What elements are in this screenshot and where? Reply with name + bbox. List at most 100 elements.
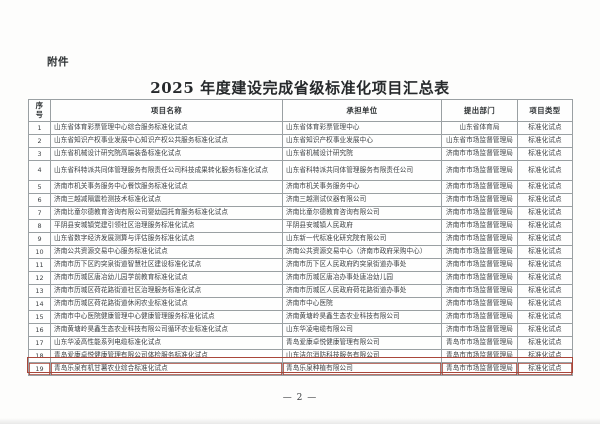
cell-index: 15 (28, 309, 51, 324)
cell-project-type: 标准化试点 (517, 257, 573, 272)
cell-project-name: 济南市历城区唐冶幼儿园学前教育标准化试点 (50, 270, 283, 285)
cell-project-type: 标准化试点 (517, 120, 573, 135)
cell-proposing-department: 济南市市场监督管理局 (441, 322, 518, 337)
cell-project-name: 济南市历城区荷花路街道休闲农业标准化试点 (50, 296, 283, 311)
attachment-label: 附件 (47, 56, 69, 68)
cell-project-type: 标准化试点 (517, 322, 573, 337)
cell-proposing-department: 济南市市场监督管理局 (441, 192, 518, 207)
cell-proposing-department: 山东省体育局 (441, 120, 518, 135)
table-row: 16 济南黄塘岭昊鑫生态农业科技有限公司循环农业标准化试点 山东华凌电缆有限公司 济南… (28, 322, 573, 337)
cell-project-type: 标准化试点 (517, 133, 573, 148)
table-row: 18 青岛爱康卓悦健康管理有限公司体检服务标准化试点 山东洁尔消防科技服务有限公司青… (28, 348, 573, 363)
cell-proposing-department: 济南市市场监督管理局 (441, 218, 518, 233)
cell-project-type: 标准化试点 (517, 270, 573, 285)
cell-index: 9 (28, 231, 51, 246)
cell-proposing-department: 青岛市市场监督管理局 (441, 348, 518, 363)
cell-undertaking-unit: 济南市历下区人民政府趵突泉街道办事处 (282, 257, 442, 272)
cell-project-name: 平阴县安城镇党建引领社区治理服务标准化试点 (50, 218, 283, 233)
cell-index: 14 (28, 296, 51, 311)
cell-project-name: 济南三越减隔震检测技术标准化试点 (50, 192, 283, 207)
cell-proposing-department: 济南市市场监督管理局 (441, 257, 518, 272)
cell-proposing-department: 济南市市场监督管理局 (441, 283, 518, 298)
cell-project-name: 山东省科特派共同体管理服务有限责任公司科技成果转化服务标准化试点 (50, 159, 283, 181)
cell-project-type: 标准化试点 (517, 283, 573, 298)
cell-project-name: 济南黄塘岭昊鑫生态农业科技有限公司循环农业标准化试点 (50, 322, 283, 337)
cell-proposing-department: 济南市市场监督管理局 (441, 270, 518, 285)
cell-project-name: 山东省机械设计研究院高端装备标准化试点 (50, 146, 283, 161)
cell-project-type: 标准化试点 (517, 179, 573, 194)
table-row: 3 山东省机械设计研究院高端装备标准化试点 山东省机械设计研究院 济南市市场监督管理局… (28, 146, 573, 161)
cell-proposing-department: 济南市市场监督管理局 (441, 296, 518, 311)
cell-undertaking-unit: 山东省科特派共同体管理服务有限责任公司 (282, 159, 442, 181)
table-row: 1 山东省体育彩票管理中心综合服务标准化试点 山东省体育彩票管理中心 山东省体育局 标准… (28, 120, 573, 135)
cell-index: 5 (28, 179, 51, 194)
table-row: 17 山东华凌高性能系列电缆标准化试点 青岛爱康卓悦健康管理有限公司 青岛市市场监督管… (28, 335, 573, 350)
cell-undertaking-unit: 山东省机械设计研究院 (282, 146, 442, 161)
table-row: 12 济南市历城区唐冶幼儿园学前教育标准化试点 济南市历城区唐冶办事处唐冶幼儿园 济南… (28, 270, 573, 285)
cell-undertaking-unit: 山东省知识产权事业发展中心 (282, 133, 442, 148)
table-row: 6 济南三越减隔震检测技术标准化试点 济南三越测试仪器有限公司 济南市市场监督管理局标… (28, 192, 573, 207)
cell-project-name: 青岛爱康卓悦健康管理有限公司体检服务标准化试点 (50, 348, 283, 363)
cell-index: 2 (28, 133, 51, 148)
table-row: 8 平阴县安城镇党建引领社区治理服务标准化试点 平阴县安城镇人民政府 济南市市场监督管… (28, 218, 573, 233)
table-row: 14 济南市历城区荷花路街道休闲农业标准化试点 济南市中心医院 济南市市场监督管理局标… (28, 296, 573, 311)
cell-project-name: 山东省数字经济发展测算与评估服务标准化试点 (50, 231, 283, 246)
column-header-index: 序号 (28, 99, 51, 122)
cell-proposing-department: 济南市市场监督管理局 (441, 231, 518, 246)
cell-project-type: 标准化试点 (517, 231, 573, 246)
cell-proposing-department: 济南市市场监督管理局 (441, 159, 518, 181)
cell-project-name: 济南公共资源交易中心服务标准化试点 (50, 244, 283, 259)
cell-index: 7 (28, 205, 51, 220)
cell-undertaking-unit: 济南市历城区唐冶办事处唐冶幼儿园 (282, 270, 442, 285)
cell-project-name: 济南市机关事务服务中心餐饮服务标准化试点 (50, 179, 283, 194)
page-number: — 2 — (282, 393, 318, 403)
table-row: 19 青岛乐泉有机甘薯农业综合标准化试点 青岛乐泉种植有限公司 青岛市市场监督管理局标… (28, 361, 573, 376)
column-header-name: 项目名称 (50, 99, 283, 122)
cell-project-type: 标准化试点 (517, 205, 573, 220)
cell-undertaking-unit: 平阴县安城镇人民政府 (282, 218, 442, 233)
cell-project-name: 济南市历城区荷花路街道社区治理服务标准化试点 (50, 283, 283, 298)
cell-proposing-department: 山东省市场监督管理局 (441, 133, 518, 148)
cell-project-type: 标准化试点 (517, 335, 573, 350)
table-row: 15 济南市中心医院健康管理中心健康管理服务标准化试点 济南黄塘岭昊鑫生态农业科技有… (28, 309, 573, 324)
cell-undertaking-unit: 济南市中心医院 (282, 296, 442, 311)
cell-proposing-department: 济南市市场监督管理局 (441, 205, 518, 220)
cell-undertaking-unit: 济南市机关事务服务中心 (282, 179, 442, 194)
cell-proposing-department: 济南市市场监督管理局 (441, 309, 518, 324)
cell-index: 10 (28, 244, 51, 259)
table-row: 9 山东省数字经济发展测算与评估服务标准化试点 山东新一代标准化研究院有限公司 济南市… (28, 231, 573, 246)
cell-project-type: 标准化试点 (517, 348, 573, 363)
cell-project-type: 标准化试点 (517, 309, 573, 324)
cell-project-name: 济南市历下区趵突泉街道智慧社区建设标准化试点 (50, 257, 283, 272)
cell-project-name: 济南市中心医院健康管理中心健康管理服务标准化试点 (50, 309, 283, 324)
cell-project-name: 济南比童尔德教育咨询有限公司婴幼园托育服务标准化试点 (50, 205, 283, 220)
table-row: 11 济南市历下区趵突泉街道智慧社区建设标准化试点 济南市历下区人民政府趵突泉街道办… (28, 257, 573, 272)
cell-undertaking-unit: 青岛乐泉种植有限公司 (282, 361, 442, 376)
cell-index: 1 (28, 120, 51, 135)
cell-index: 11 (28, 257, 51, 272)
cell-index: 18 (28, 348, 51, 363)
column-header-org: 承担单位 (282, 99, 442, 122)
cell-index: 8 (28, 218, 51, 233)
cell-project-type: 标准化试点 (517, 159, 573, 181)
cell-undertaking-unit: 青岛爱康卓悦健康管理有限公司 (282, 335, 442, 350)
cell-project-name: 山东省体育彩票管理中心综合服务标准化试点 (50, 120, 283, 135)
cell-index: 6 (28, 192, 51, 207)
page-edge-shadow (0, 418, 600, 424)
column-header-dept: 提出部门 (441, 99, 518, 122)
cell-undertaking-unit: 济南市历城区人民政府荷花路街道办事处 (282, 283, 442, 298)
cell-project-name: 山东华凌高性能系列电缆标准化试点 (50, 335, 283, 350)
cell-proposing-department: 济南市市场监督管理局 (441, 179, 518, 194)
cell-undertaking-unit: 济南比童尔德教育咨询有限公司 (282, 205, 442, 220)
cell-project-type: 标准化试点 (517, 296, 573, 311)
table-row: 5 济南市机关事务服务中心餐饮服务标准化试点 济南市机关事务服务中心 济南市市场监督管… (28, 179, 573, 194)
table-row: 2 山东省知识产权事业发展中心知识产权公共服务标准化试点 山东省知识产权事业发展中心… (28, 133, 573, 148)
cell-undertaking-unit: 山东省体育彩票管理中心 (282, 120, 442, 135)
cell-project-type: 标准化试点 (517, 192, 573, 207)
cell-project-name: 山东省知识产权事业发展中心知识产权公共服务标准化试点 (50, 133, 283, 148)
table-header-row: 序号 项目名称 承担单位 提出部门 项目类型 (28, 99, 573, 122)
table-row: 4 山东省科特派共同体管理服务有限责任公司科技成果转化服务标准化试点 山东省科特派共… (28, 159, 573, 181)
cell-project-type: 标准化试点 (517, 361, 573, 376)
cell-undertaking-unit: 济南公共资源交易中心（济南市政府采购中心） (282, 244, 442, 259)
cell-index: 3 (28, 146, 51, 161)
